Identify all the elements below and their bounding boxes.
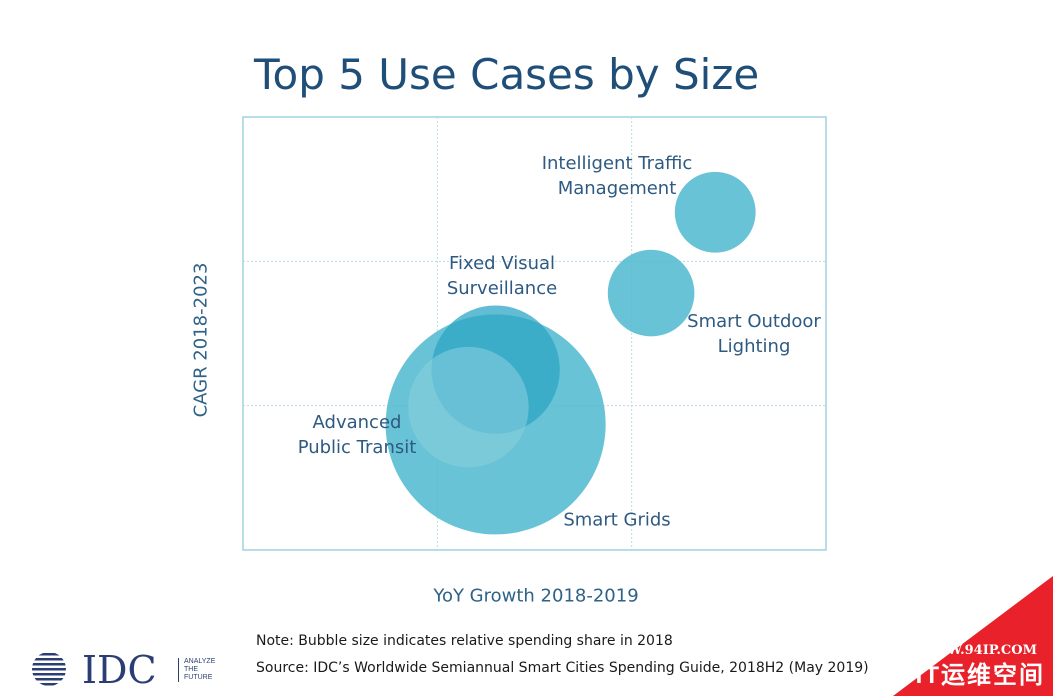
idc-logo: IDC ANALYZE THE FUTURE [20, 648, 220, 692]
globe-icon [32, 653, 66, 686]
logo-wordmark: IDC [82, 648, 157, 692]
label-smart-grids: Smart Grids [563, 509, 671, 531]
watermark-brand: IT运维空间 [915, 662, 1045, 689]
note-text: Note: Bubble size indicates relative spe… [256, 633, 673, 649]
bubble-smart-outdoor-lighting [607, 249, 695, 337]
y-axis-label: CAGR 2018-2023 [190, 262, 212, 418]
label-intelligent-traffic: Intelligent Traffic Management [541, 153, 693, 199]
label-fixed-visual: Fixed Visual Surveillance [446, 253, 558, 299]
logo-tagline: ANALYZE THE FUTURE [178, 658, 234, 682]
plot-area [242, 116, 827, 551]
source-text: Source: IDC’s Worldwide Semiannual Smart… [256, 660, 869, 676]
chart-title: Top 5 Use Cases by Size [254, 50, 760, 99]
watermark-banner [893, 576, 1053, 696]
watermark-url: WWW.94IP.COM [918, 643, 1037, 658]
bubble-intelligent-traffic-management [674, 171, 756, 253]
label-advanced-transit: Advanced Public Transit [297, 412, 417, 458]
x-axis-label: YoY Growth 2018-2019 [433, 585, 639, 607]
label-smart-outdoor: Smart Outdoor Lighting [687, 311, 821, 357]
bubble-advanced-public-transit [408, 346, 529, 468]
watermark: WWW.94IP.COM IT运维空间 [893, 576, 1053, 696]
